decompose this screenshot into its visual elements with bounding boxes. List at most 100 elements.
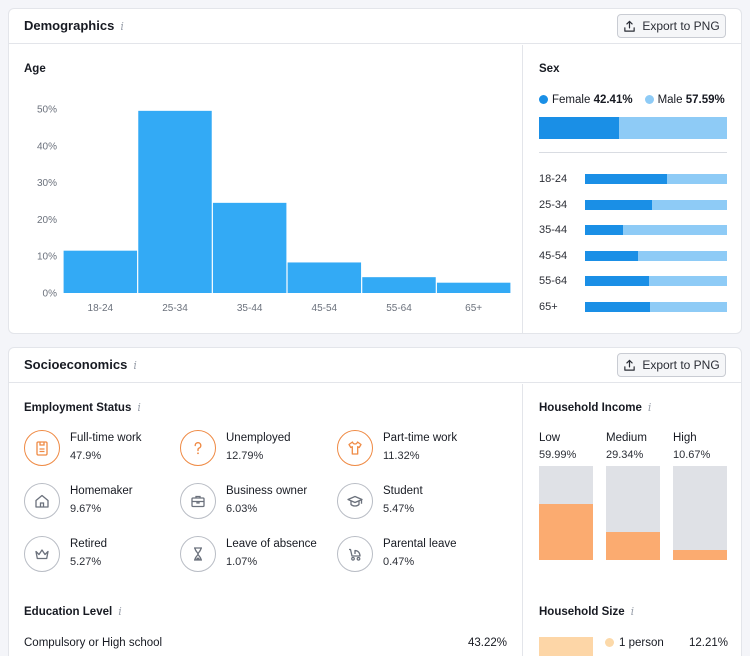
employment-pct: 5.47%	[383, 503, 415, 515]
household-size-pct: 12.21%	[689, 637, 729, 649]
income-bar[interactable]	[673, 466, 727, 560]
stroller-icon	[349, 548, 361, 561]
sex-age-row: 18-24	[539, 173, 729, 186]
income-pct: 10.67%	[673, 449, 711, 461]
male-segment	[618, 117, 727, 139]
education-label: Compulsory or High school	[24, 637, 163, 649]
female-segment	[585, 276, 649, 286]
briefcase-icon	[180, 483, 216, 519]
education-row: Compulsory or High school 43.22%	[24, 637, 507, 649]
socioeconomics-title: Socioeconomics i	[24, 357, 137, 372]
income-bar[interactable]	[606, 466, 660, 560]
household-size-label: 1 person	[619, 637, 664, 649]
income-label: High	[673, 432, 697, 444]
age-bar[interactable]	[63, 250, 138, 293]
employment-item: Parental leave 0.47%	[337, 536, 487, 576]
employment-name: Homemaker	[70, 485, 133, 497]
employment-name: Unemployed	[226, 432, 291, 444]
employment-pct: 1.07%	[226, 556, 258, 568]
question-icon	[180, 430, 216, 466]
sex-age-bar[interactable]	[585, 199, 727, 210]
household-size-bar	[539, 637, 593, 656]
employment-item: Retired 5.27%	[24, 536, 174, 576]
income-label: Low	[539, 432, 561, 444]
shirt-icon	[337, 430, 373, 466]
export-png-label: Export to PNG	[642, 358, 720, 372]
x-tick-label: 25-34	[162, 303, 188, 314]
education-pct: 43.22%	[467, 637, 507, 649]
employment-item: Student 5.47%	[337, 483, 487, 523]
sex-age-label: 25-34	[539, 198, 568, 211]
income-bar-fill	[606, 532, 660, 560]
info-icon[interactable]: i	[133, 359, 137, 372]
sex-age-label: 55-64	[539, 275, 568, 287]
employment-pct: 12.79%	[226, 450, 264, 462]
employment-name: Parental leave	[383, 538, 457, 550]
employment-pct: 47.9%	[70, 450, 102, 462]
employment-name: Retired	[70, 538, 108, 550]
female-segment	[585, 174, 668, 184]
male-dot-icon	[644, 95, 654, 104]
socioeconomics-header: Socioeconomics i Export to PNG	[9, 348, 741, 383]
sex-age-bar[interactable]	[585, 174, 727, 184]
sex-age-row: 55-64	[539, 275, 729, 288]
sex-age-bar[interactable]	[585, 301, 727, 312]
income-label: Medium	[606, 432, 647, 444]
female-dot-icon	[539, 95, 548, 104]
female-segment	[585, 301, 651, 312]
shirt-icon	[348, 441, 362, 455]
household-income-title: Household Income i	[539, 401, 651, 414]
employment-title-text: Employment Status	[24, 402, 132, 414]
sex-age-bar[interactable]	[585, 250, 727, 261]
sex-age-row: 25-34	[539, 198, 729, 212]
household-size-title: Household Size i	[539, 605, 634, 618]
export-png-button[interactable]: Export to PNG	[617, 353, 726, 377]
y-tick-label: 10%	[37, 252, 57, 263]
income-column: Medium 29.34%	[606, 432, 662, 560]
age-bar[interactable]	[212, 202, 287, 293]
legend-female: Female 42.41%	[539, 94, 633, 106]
income-bar-fill	[673, 549, 727, 560]
crown-icon	[35, 549, 49, 560]
male-pct: 57.59%	[685, 94, 725, 106]
income-column: High 10.67%	[673, 432, 729, 560]
employment-name: Business owner	[226, 485, 308, 497]
demographics-title: Demographics i	[24, 18, 124, 33]
sex-age-label: 35-44	[539, 224, 568, 236]
female-segment	[585, 199, 652, 210]
briefcase-icon	[191, 495, 205, 508]
employment-name: Full-time work	[70, 432, 142, 444]
male-segment	[637, 250, 727, 261]
employment-item: Part-time work 11.32%	[337, 430, 487, 470]
x-tick-label: 18-24	[88, 303, 114, 314]
y-tick-label: 20%	[37, 215, 57, 226]
column-divider	[522, 384, 523, 656]
info-icon[interactable]: i	[120, 20, 124, 33]
id-badge-icon	[36, 441, 48, 456]
age-bar[interactable]	[138, 110, 212, 293]
employment-pct: 11.32%	[383, 450, 420, 462]
age-bar[interactable]	[287, 262, 362, 293]
info-icon[interactable]: i	[118, 605, 122, 618]
info-icon[interactable]: i	[630, 605, 635, 618]
age-bar[interactable]	[436, 282, 511, 293]
legend-dot-icon	[605, 638, 614, 647]
info-icon[interactable]: i	[647, 401, 652, 414]
y-tick-label: 0%	[43, 289, 58, 300]
info-icon[interactable]: i	[137, 401, 141, 414]
employment-pct: 6.03%	[226, 503, 258, 515]
sex-age-bar[interactable]	[585, 225, 727, 235]
sex-age-bar[interactable]	[585, 276, 727, 286]
sex-age-row: 35-44	[539, 224, 729, 237]
employment-pct: 5.27%	[70, 556, 102, 568]
income-bar[interactable]	[539, 466, 593, 560]
education-title-text: Education Level	[24, 606, 113, 618]
legend-male: Male 57.59%	[644, 94, 725, 106]
export-png-button[interactable]: Export to PNG	[617, 14, 726, 38]
employment-pct: 0.47%	[383, 556, 415, 568]
employment-item: Full-time work 47.9%	[24, 430, 174, 470]
age-bar[interactable]	[362, 277, 436, 293]
male-segment	[650, 301, 727, 312]
sex-age-label: 45-54	[539, 249, 568, 262]
socioeconomics-title-text: Socioeconomics	[24, 357, 128, 372]
